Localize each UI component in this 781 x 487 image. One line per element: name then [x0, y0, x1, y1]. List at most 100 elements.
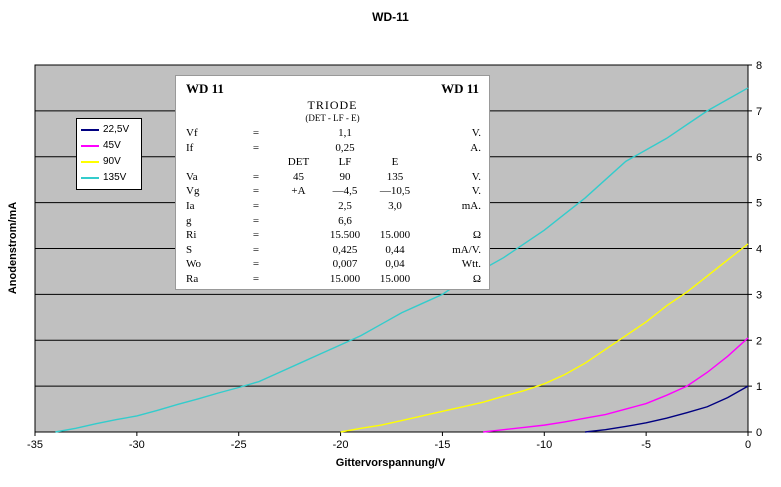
datasheet-value-lf: 90 [339, 170, 351, 183]
datasheet-row: g = 6,6 [186, 214, 479, 229]
datasheet-equals: = [252, 127, 260, 139]
datasheet-value-lf: 15.500 [329, 229, 361, 242]
datasheet-titlebar: WD 11 WD 11 [176, 76, 489, 97]
datasheet-equals [236, 155, 276, 170]
datasheet-param-name: Vf [186, 127, 198, 139]
datasheet-value-lf: 1,1 [338, 127, 352, 139]
datasheet-row: Ia = 2,5 3,0 mA. [186, 199, 481, 214]
legend-item: 22,5V [77, 122, 141, 138]
datasheet-equals: = [252, 272, 260, 285]
datasheet-value-lf: 0,007 [332, 258, 358, 271]
datasheet-value-det [276, 141, 321, 156]
y-axis-title: Anodenstrom/mA [7, 201, 19, 295]
datasheet-value-lf: 0,425 [332, 243, 358, 256]
datasheet-value-lf: 2,5 [338, 199, 352, 212]
datasheet-param-name: Wo [186, 258, 202, 271]
datasheet-column-header-row: DET LF E [186, 155, 479, 170]
datasheet-value-det [276, 199, 321, 214]
series-line-135V [55, 87, 749, 433]
datasheet-unit: V. [471, 170, 481, 183]
legend-item: 45V [77, 138, 141, 154]
datasheet-param-name: If [186, 141, 194, 154]
datasheet-equals: = [252, 141, 260, 154]
datasheet-row: If = 0,25 A. [186, 141, 481, 156]
y-tick-label: 4 [756, 244, 762, 256]
legend-label: 45V [103, 140, 121, 151]
legend-label: 135V [103, 172, 127, 183]
datasheet-value-det: +A [291, 185, 306, 198]
x-tick-label: 0 [745, 439, 751, 451]
legend-item: 90V [77, 154, 141, 170]
x-tick-label: -10 [536, 439, 552, 451]
y-tick-label: 7 [756, 106, 762, 118]
y-tick-label: 2 [756, 335, 762, 347]
datasheet-unit: Ω [472, 272, 481, 285]
x-tick-label: -30 [129, 439, 145, 451]
x-axis-title: Gittervorspannung/V [335, 457, 446, 469]
series-line-45V [483, 337, 749, 433]
datasheet-value-e: 15.000 [379, 272, 411, 285]
datasheet-equals: = [252, 243, 260, 256]
datasheet-equals: = [252, 170, 260, 183]
x-tick-label: -20 [333, 439, 349, 451]
datasheet-value-det: 45 [293, 170, 304, 183]
datasheet-value-e: —10,5 [379, 185, 411, 198]
datasheet-value-e: E [391, 156, 399, 169]
datasheet-row: Ri = 15.500 15.000 Ω [186, 228, 481, 243]
x-tick-label: -35 [27, 439, 43, 451]
datasheet-value-e: 3,0 [388, 199, 402, 212]
legend-color-swatch [81, 145, 99, 147]
datasheet-param-name: Ri [186, 229, 197, 242]
datasheet-value-e: 135 [386, 170, 404, 183]
datasheet-value-det [276, 214, 321, 229]
datasheet-value-det: DET [287, 156, 310, 169]
datasheet-row: Vf = 1,1 V. [186, 126, 481, 141]
datasheet-param-name: Ra [186, 272, 199, 285]
legend-color-swatch [81, 161, 99, 163]
datasheet-equals: = [252, 199, 260, 212]
datasheet-value-e: 0,04 [385, 258, 405, 271]
datasheet-unit: A. [470, 141, 481, 154]
datasheet-value-det [276, 272, 321, 287]
datasheet-value-e [369, 126, 421, 141]
datasheet-param-name [186, 155, 236, 170]
datasheet-value-e: 0,44 [385, 243, 405, 256]
x-tick-label: -25 [231, 439, 247, 451]
datasheet-row: S = 0,425 0,44 mA/V. [186, 243, 481, 258]
datasheet-rows: Vf = 1,1 V. If = 0,25 A. DET LF E Va = 45 90 135 V. Vg = +A… [176, 123, 489, 287]
datasheet-unit: mA. [461, 199, 481, 212]
datasheet-row: Ra = 15.000 15.000 Ω [186, 272, 481, 287]
datasheet-value-det [276, 126, 321, 141]
x-tick-label: -15 [434, 439, 450, 451]
datasheet-value-lf: LF [338, 156, 352, 169]
datasheet-equals: = [252, 185, 260, 198]
datasheet-value-e [369, 141, 421, 156]
datasheet-unit [421, 155, 481, 170]
datasheet-heading: TRIODE [307, 98, 358, 112]
legend-color-swatch [81, 129, 99, 131]
y-tick-label: 8 [756, 60, 762, 72]
datasheet-value-e: 15.000 [379, 229, 411, 242]
legend: 22,5V 45V 90V 135V [76, 118, 142, 190]
datasheet-value-lf: 0,25 [335, 141, 355, 154]
datasheet-param-name: S [186, 243, 193, 256]
legend-color-swatch [81, 177, 99, 179]
y-tick-label: 1 [756, 381, 762, 393]
datasheet-value-det [276, 257, 321, 272]
y-tick-label: 3 [756, 289, 762, 301]
y-tick-label: 0 [756, 427, 762, 439]
datasheet-value-e [369, 214, 421, 229]
datasheet-equals: = [252, 258, 260, 271]
datasheet-value-det [276, 228, 321, 243]
datasheet-row: Vg = +A —4,5 —10,5 V. [186, 184, 481, 199]
datasheet-param-name: g [186, 214, 192, 227]
y-tick-label: 5 [756, 198, 762, 210]
datasheet-subheading: (DET - LF - E) [305, 113, 360, 123]
datasheet-value-lf: 6,6 [338, 214, 352, 227]
legend-label: 22,5V [103, 124, 130, 135]
datasheet-unit: Ω [472, 229, 481, 242]
datasheet-value-lf: 15.000 [329, 272, 361, 285]
series-line-22-5V [584, 385, 749, 433]
datasheet-unit: V. [471, 127, 481, 139]
